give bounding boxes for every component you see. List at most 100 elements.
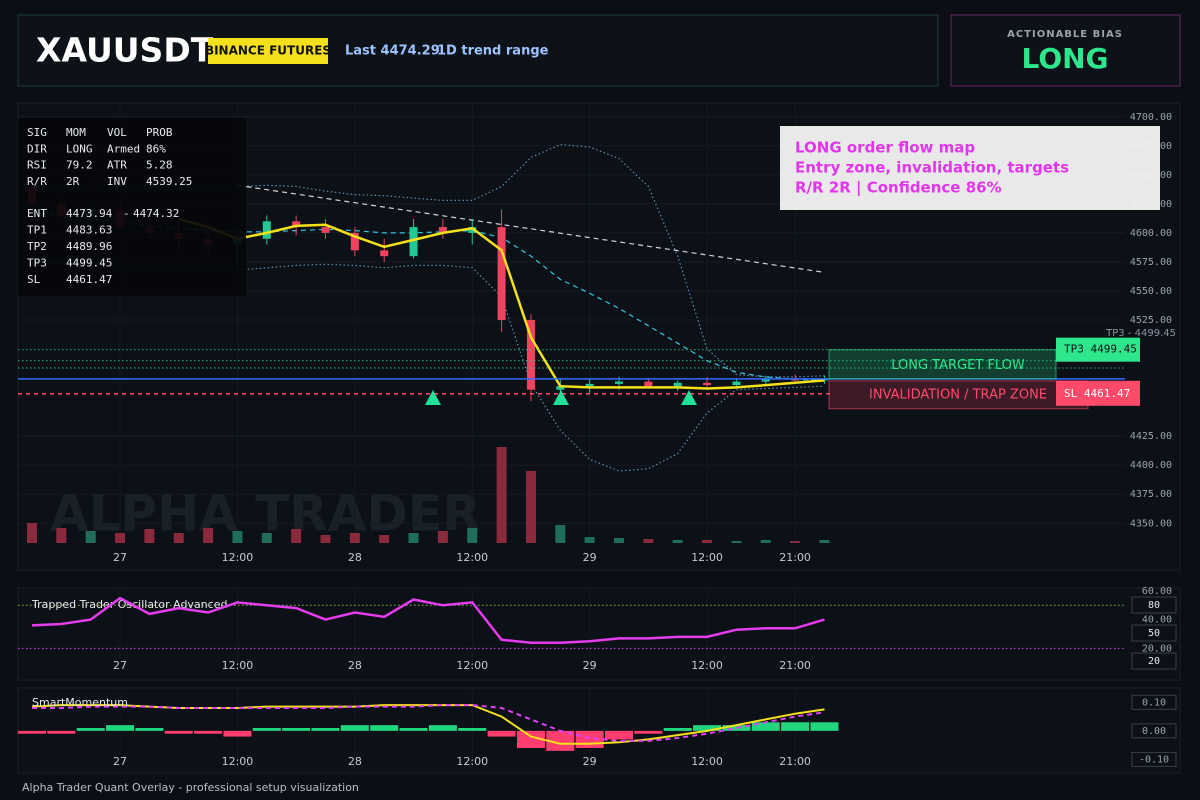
panel-cell: ATR [107, 159, 127, 172]
volume-bar [760, 540, 771, 543]
panel-cell: SIG [27, 126, 47, 139]
volume-bar [614, 538, 624, 543]
histogram-bar [693, 725, 722, 731]
histogram-bar [106, 725, 135, 731]
panel-level-cell: 4499.45 [66, 257, 112, 270]
info-panel [18, 118, 246, 296]
volume-bar [56, 528, 67, 543]
candle-body [497, 227, 506, 321]
x-tick-label: 29 [583, 659, 597, 672]
histogram-bar [76, 728, 105, 731]
line [31, 211, 825, 381]
x-tick-label: 27 [113, 755, 127, 768]
tp-axis-label: TP3 - 4499.45 [1105, 328, 1176, 339]
level-badge-label: 50 [1148, 628, 1160, 639]
tp-tag-label: TP3 4499.45 [1064, 343, 1137, 356]
tick-box [1131, 694, 1177, 710]
note-line: LONG order flow map [795, 139, 975, 157]
bias-panel [950, 14, 1181, 87]
volume-bar [173, 533, 184, 543]
candle-body [644, 381, 653, 387]
candle-body [615, 381, 623, 384]
panel-cell: 2R [66, 175, 80, 188]
x-tick-label: 12:00 [691, 551, 723, 564]
x-tick-label: 21:00 [779, 755, 811, 768]
y-tick-label: 4375.00 [1130, 489, 1172, 500]
line [32, 704, 825, 742]
level-badge [1131, 624, 1177, 642]
panel-cell: DIR [27, 142, 47, 155]
histogram-bar [575, 730, 604, 748]
note-box [780, 126, 1160, 210]
trend-range: 1D trend range [437, 44, 549, 59]
panel-cell: LONG [66, 142, 93, 155]
footer: Alpha Trader Quant Overlay - professiona… [22, 781, 359, 794]
y-tick-label: 4575.00 [1130, 257, 1172, 268]
volume-bar [643, 539, 654, 543]
bias-label: ACTIONABLE BIAS [1007, 29, 1123, 40]
line [31, 596, 825, 644]
panel-level-cell: 4483.63 [66, 224, 112, 237]
exchange-label: BINANCE FUTURES [205, 44, 331, 58]
volume-bar [496, 447, 507, 543]
panel-cell: 79.2 [66, 159, 93, 172]
last-price: Last 4474.29 [345, 44, 440, 59]
panel-level-cell: 4489.96 [66, 240, 112, 253]
candle-body [673, 382, 682, 387]
panel-cell: 5.28 [146, 159, 173, 172]
volume-bar [291, 529, 302, 543]
x-tick-label: 12:00 [456, 551, 488, 564]
panel-level-cell: ENT [27, 207, 47, 220]
overlay-layer: LONG order flow map Entry zone, invalida… [18, 118, 1176, 406]
volume-bar [232, 531, 243, 543]
x-tick-label: 12:00 [691, 659, 723, 672]
y-tick-label: 20.00 [1142, 643, 1172, 654]
volume-bar [672, 540, 683, 543]
candle-body [292, 221, 301, 228]
histogram-bar [781, 722, 810, 731]
panel-level-cell: TP3 [27, 257, 47, 270]
y-tick-label: 0.00 [1142, 726, 1166, 737]
volume-bar [379, 535, 390, 543]
histogram-bar [546, 730, 575, 751]
line [178, 217, 825, 390]
histogram-bar [282, 728, 311, 731]
candle-body [585, 383, 594, 387]
y-tick-label: 0.10 [1142, 697, 1166, 708]
volume-bar [731, 541, 742, 543]
header-panel [17, 14, 939, 87]
volume-bar [349, 533, 360, 543]
histogram-bar [810, 722, 839, 731]
y-tick-label: 4350.00 [1130, 518, 1172, 529]
x-tick-label: 28 [348, 551, 362, 564]
panel-title: Trapped Trader Oscillator Advanced [31, 598, 227, 611]
candle-body [761, 379, 770, 382]
volume-bar [144, 529, 155, 543]
x-tick-label: 12:00 [456, 755, 488, 768]
candle-body [350, 232, 359, 251]
histogram-bar [487, 730, 516, 737]
axis-layer: 4350.00 4375.00 4400.00 4425.00 4525.00 4550.… [113, 112, 1177, 768]
oscillator-panel [17, 587, 1181, 681]
histogram-bar [18, 730, 46, 734]
volume-bar [555, 525, 566, 543]
candle-body [321, 227, 330, 233]
volume-bar [790, 541, 801, 543]
long-signal [553, 390, 569, 405]
level-badge [1131, 652, 1177, 670]
histogram-bar [370, 725, 399, 731]
panel-cell: VOL [107, 126, 127, 139]
panel-level-cell: 4473.94 [66, 207, 113, 220]
volume-bar [85, 531, 96, 543]
histogram-bar [458, 728, 487, 731]
y-tick-label: 4600.00 [1130, 228, 1172, 239]
candle-body [526, 320, 535, 390]
y-tick-label: 4550.00 [1130, 286, 1172, 297]
volume-bar [702, 540, 713, 543]
y-tick-label: 4525.00 [1130, 315, 1172, 326]
y-tick-label: 4700.00 [1130, 112, 1172, 123]
sl-tag [1056, 380, 1140, 406]
x-tick-label: 12:00 [222, 551, 254, 564]
